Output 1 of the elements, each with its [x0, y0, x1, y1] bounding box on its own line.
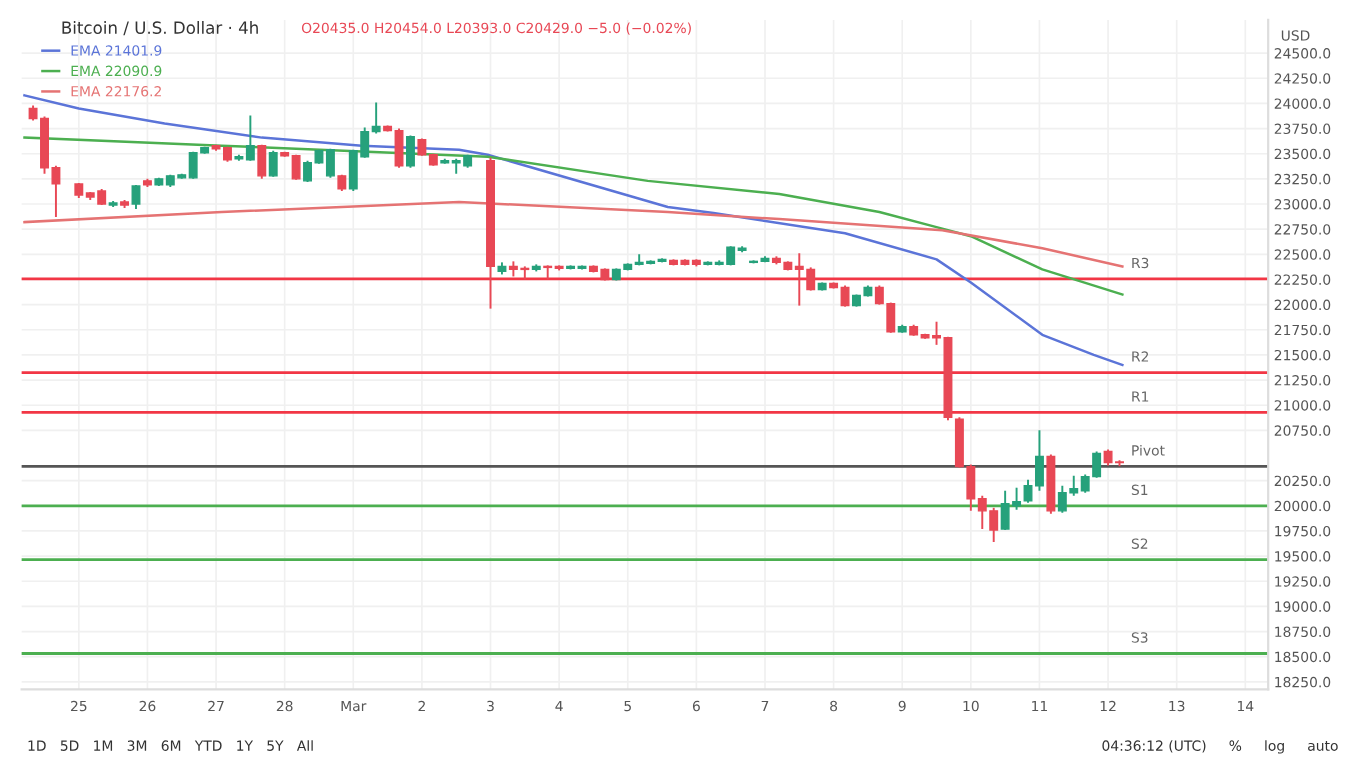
- chart-title: Bitcoin / U.S. Dollar · 4h: [62, 21, 258, 36]
